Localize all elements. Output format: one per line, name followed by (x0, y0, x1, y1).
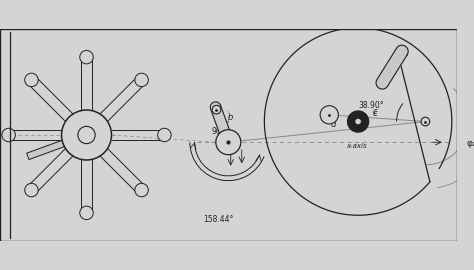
Text: 158.44°: 158.44° (203, 215, 234, 224)
Circle shape (158, 128, 171, 142)
Circle shape (421, 117, 430, 126)
Circle shape (80, 206, 93, 220)
Circle shape (347, 111, 369, 132)
Text: b: b (228, 113, 233, 122)
Text: d: d (331, 120, 336, 129)
Circle shape (135, 73, 148, 87)
Circle shape (355, 118, 362, 125)
Text: x-axis: x-axis (346, 143, 367, 150)
Text: c: c (373, 107, 377, 116)
Circle shape (2, 128, 15, 142)
Text: c: c (373, 109, 377, 118)
Circle shape (212, 105, 221, 114)
Circle shape (25, 183, 38, 197)
Text: 90°: 90° (211, 127, 225, 136)
Circle shape (25, 73, 38, 87)
Circle shape (80, 50, 93, 64)
Polygon shape (210, 102, 234, 147)
Polygon shape (376, 45, 408, 89)
Text: φ₂: φ₂ (466, 139, 474, 148)
Circle shape (320, 106, 338, 124)
Circle shape (216, 130, 241, 155)
Text: a: a (224, 145, 228, 154)
Polygon shape (27, 133, 83, 160)
Text: φ₁: φ₁ (213, 110, 223, 119)
Circle shape (78, 126, 95, 144)
Circle shape (62, 110, 111, 160)
Text: 38.90°: 38.90° (358, 101, 384, 110)
Circle shape (135, 183, 148, 197)
